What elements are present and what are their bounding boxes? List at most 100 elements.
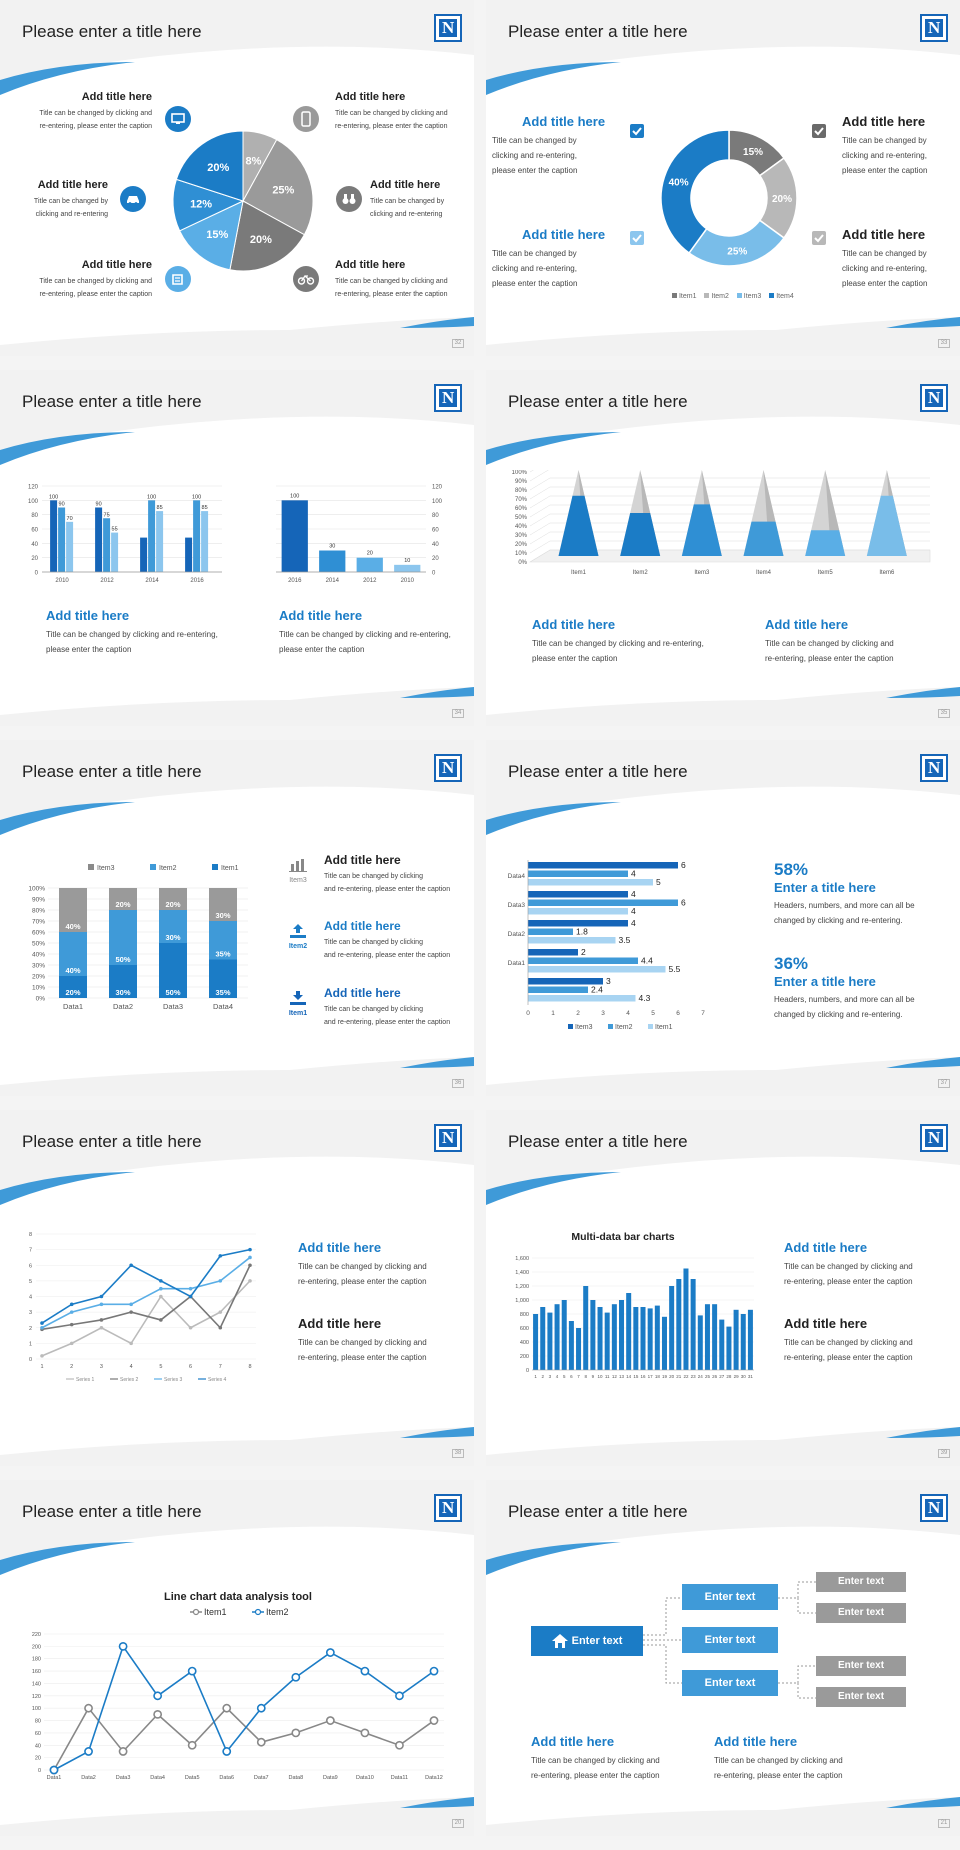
legend-marker [192, 1608, 200, 1616]
leaf-node[interactable]: Enter text [816, 1656, 906, 1676]
mid-node[interactable]: Enter text [682, 1584, 778, 1610]
slide-title: Please enter a title here [508, 22, 688, 41]
page-number: 20 [452, 1819, 464, 1828]
bar [647, 1308, 653, 1370]
bar [654, 1305, 660, 1370]
single-bar-chart: 0 20 40 60 80 100 120 100 2016 30 2014 20 2012 10 2010 [276, 485, 443, 584]
bar-segment-label: 30% [165, 933, 180, 942]
bar [281, 500, 308, 572]
x-tick-label: 7 [701, 1010, 705, 1017]
root-node[interactable]: Enter text [531, 1626, 643, 1656]
bar [528, 949, 578, 956]
gridline [529, 549, 551, 563]
bar-segment-label: 30% [115, 988, 130, 997]
leaf-node[interactable]: Enter text [816, 1572, 906, 1592]
block-caption: and re-entering, please enter the captio… [324, 1019, 451, 1026]
block-caption: Title can be changed by clicking and [39, 110, 152, 117]
y-tick-label: 120 [32, 1694, 41, 1700]
slide-5[interactable]: Please enter a title here Item3Item2Item… [0, 740, 474, 1096]
block-caption: Title can be changed by [492, 249, 577, 258]
y-tick-label: 0 [35, 571, 39, 577]
series-point [129, 1341, 133, 1346]
page-number: 34 [452, 709, 464, 718]
block-title: Add title here [842, 114, 926, 129]
checkbox-checked[interactable] [630, 231, 644, 245]
block-title: Add title here [532, 617, 616, 632]
series-point [153, 1691, 163, 1701]
leaf-node[interactable]: Enter text [816, 1603, 906, 1623]
series-point [360, 1666, 370, 1676]
slide-1[interactable]: Please enter a title here 8% 25% 20% 15% 12%… [0, 0, 474, 356]
bicycle-icon [293, 266, 319, 292]
chart-title: Line chart data analysis tool [164, 1591, 312, 1603]
block-title: Add title here [370, 179, 441, 191]
bar-segment [59, 888, 87, 932]
bar-value-label: 4 [631, 869, 636, 879]
x-tick-label: Data3 [163, 1002, 183, 1011]
stat-caption: changed by clicking and re-entering. [774, 1010, 903, 1019]
leaf-node[interactable]: Enter text [816, 1687, 906, 1707]
x-tick-label: 16 [640, 1374, 646, 1379]
pie-chart: 8% 25% 20% 15% 12% 20% [172, 130, 314, 272]
slide-7[interactable]: Please enter a title here 0 1 2 3 4 5 6 7 8 1 2 3 4 5… [0, 1110, 474, 1466]
series-point [187, 1666, 197, 1676]
slide-10[interactable]: Please enter a title here Enter text Ent… [486, 1480, 960, 1836]
legend-label: Series 1 [76, 1377, 95, 1383]
block-title: Add title here [522, 227, 606, 242]
legend-label: Item4 [776, 293, 794, 300]
bar [733, 1309, 739, 1370]
series-point [188, 1325, 193, 1330]
slide-4[interactable]: Please enter a title here 0% 10% 20% 30% 40%… [486, 370, 960, 726]
mid-node[interactable]: Enter text [682, 1627, 778, 1653]
series-point [159, 1286, 163, 1291]
bar [185, 537, 193, 572]
bar [633, 1307, 639, 1370]
block-title: Add title here [765, 617, 849, 632]
checkbox-checked[interactable] [812, 124, 826, 138]
x-tick-label: 2 [70, 1364, 73, 1370]
slide-6[interactable]: Please enter a title here 0 1 2 3 4 5 6 7 6 4 5 4 6 4… [486, 740, 960, 1096]
block-title: Add title here [81, 91, 152, 103]
bar [561, 1300, 567, 1370]
gridline [529, 486, 551, 500]
slide-9[interactable]: Please enter a title here Line chart dat… [0, 1480, 474, 1836]
monitor-icon [165, 106, 191, 132]
block-caption: re-entering, please enter the caption [335, 123, 448, 130]
x-tick-label: Data5 [185, 1775, 200, 1781]
legend-item: Item2 [704, 293, 729, 300]
checkbox-checked[interactable] [630, 124, 644, 138]
slide-3[interactable]: Please enter a title here 02040608010012… [0, 370, 474, 726]
slide-title: Please enter a title here [508, 1132, 688, 1151]
block-caption: clicking and re-entering, [842, 264, 927, 273]
block-caption: Title can be changed by [842, 249, 927, 258]
series-point [291, 1672, 301, 1682]
block-title: Add title here [714, 1734, 798, 1749]
block-4: Add title here Title can be changed by c… [335, 91, 467, 133]
series-point [222, 1747, 232, 1756]
y-tick-label: 3 [29, 1310, 32, 1316]
slide-2[interactable]: Please enter a title here 15% 20% 25% 40% I… [486, 0, 960, 356]
bar-value-label: 1.8 [576, 927, 588, 937]
block-caption: re-entering, please enter the caption [298, 1277, 427, 1286]
series-point [360, 1728, 370, 1738]
mid-node[interactable]: Enter text [682, 1670, 778, 1696]
stat-2: 36% Enter a title here Headers, numbers,… [774, 954, 954, 1022]
y-tick-label: 80 [432, 513, 439, 519]
block-title: Add title here [324, 986, 401, 1000]
header-swoosh [486, 370, 960, 726]
series-line [53, 1706, 435, 1771]
legend-label: Item2 [159, 865, 177, 872]
block-4: Add title here Title can be changed by c… [842, 227, 954, 291]
block-caption: Title can be changed by clicking and [39, 278, 152, 285]
series-point [256, 1737, 266, 1747]
bar [528, 928, 573, 935]
horizontal-bar-chart: 0 1 2 3 4 5 6 764546441.83.524.45.532.44.3Data4… [508, 860, 705, 1031]
checkbox-checked[interactable] [812, 231, 826, 245]
x-tick-label: 4 [556, 1374, 559, 1379]
slide-8[interactable]: Please enter a title here Multi-data bar… [486, 1110, 960, 1466]
block-title: Add title here [335, 91, 406, 103]
x-tick-label: Data10 [356, 1775, 374, 1781]
bar [676, 1279, 682, 1370]
page-number: 32 [452, 339, 464, 348]
x-tick-label: 18 [655, 1374, 661, 1379]
